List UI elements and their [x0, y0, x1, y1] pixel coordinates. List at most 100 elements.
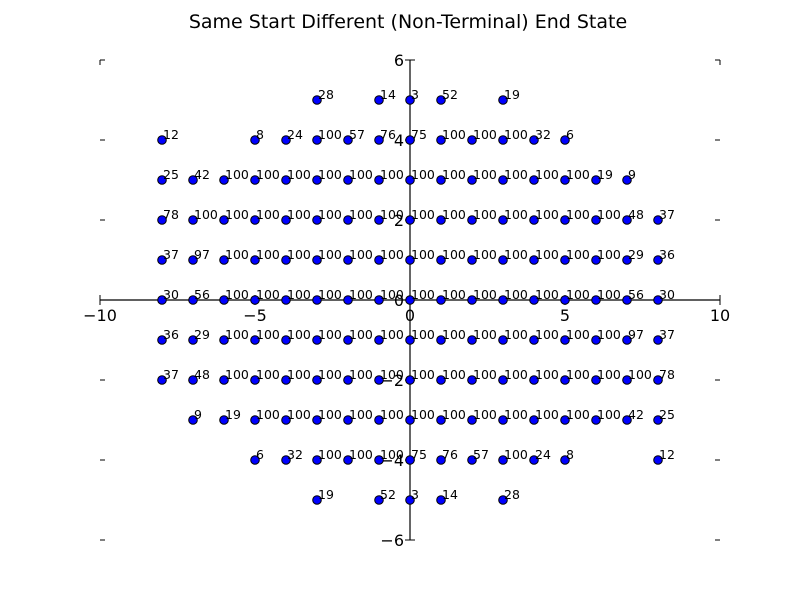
data-point-label: 100	[256, 167, 280, 182]
data-point	[281, 415, 291, 425]
data-point	[188, 175, 198, 185]
data-point-label: 100	[597, 407, 621, 422]
data-point-label: 100	[566, 167, 590, 182]
data-point	[653, 255, 663, 265]
data-point-label: 97	[628, 327, 644, 342]
data-point-label: 100	[349, 287, 373, 302]
data-point	[312, 175, 322, 185]
data-point	[157, 375, 167, 385]
data-point	[188, 295, 198, 305]
data-point	[498, 415, 508, 425]
data-point	[405, 455, 415, 465]
data-point	[281, 295, 291, 305]
data-point-label: 100	[504, 247, 528, 262]
data-point-label: 3	[411, 87, 419, 102]
data-point-label: 19	[318, 487, 334, 502]
data-point	[653, 375, 663, 385]
data-point	[157, 255, 167, 265]
data-point-label: 100	[442, 127, 466, 142]
data-point-label: 100	[535, 247, 559, 262]
data-point	[560, 375, 570, 385]
data-point	[436, 215, 446, 225]
data-point	[529, 375, 539, 385]
data-point-label: 100	[566, 287, 590, 302]
data-point-label: 100	[380, 207, 404, 222]
data-point-label: 100	[380, 327, 404, 342]
data-point-label: 100	[442, 207, 466, 222]
data-point	[374, 415, 384, 425]
data-point-label: 29	[628, 247, 644, 262]
data-point-label: 19	[504, 87, 520, 102]
data-point-label: 57	[473, 447, 489, 462]
data-point	[157, 135, 167, 145]
data-point	[312, 255, 322, 265]
data-point	[560, 175, 570, 185]
data-point-label: 48	[194, 367, 210, 382]
data-point-label: 52	[442, 87, 458, 102]
data-point-label: 100	[318, 207, 342, 222]
data-point	[467, 415, 477, 425]
data-point-label: 100	[256, 287, 280, 302]
data-point-label: 100	[287, 407, 311, 422]
data-point	[436, 415, 446, 425]
data-point-label: 100	[442, 247, 466, 262]
data-point-label: 100	[411, 327, 435, 342]
data-point	[591, 255, 601, 265]
data-point	[622, 375, 632, 385]
data-point	[467, 135, 477, 145]
data-point	[498, 175, 508, 185]
y-tick-label-3: 0	[394, 291, 404, 310]
data-point	[374, 95, 384, 105]
data-point-label: 100	[318, 287, 342, 302]
data-point-label: 8	[256, 127, 264, 142]
data-point-label: 100	[442, 367, 466, 382]
data-point	[405, 215, 415, 225]
data-point-label: 100	[566, 327, 590, 342]
data-point-label: 37	[659, 327, 675, 342]
data-point	[622, 295, 632, 305]
data-point	[436, 95, 446, 105]
data-point-label: 100	[256, 367, 280, 382]
data-point-label: 100	[380, 287, 404, 302]
data-point	[405, 375, 415, 385]
data-point	[250, 295, 260, 305]
data-point	[343, 295, 353, 305]
data-point	[219, 175, 229, 185]
data-point	[219, 375, 229, 385]
y-tick-label-6: 6	[394, 51, 404, 70]
data-point	[312, 295, 322, 305]
data-point	[405, 295, 415, 305]
data-point-label: 3	[411, 487, 419, 502]
y-tick-label-2: −2	[380, 371, 404, 390]
data-point-label: 100	[535, 167, 559, 182]
data-point	[529, 215, 539, 225]
data-point-label: 100	[411, 247, 435, 262]
data-point	[157, 215, 167, 225]
data-point	[498, 95, 508, 105]
data-point-label: 100	[256, 207, 280, 222]
data-point-label: 100	[504, 127, 528, 142]
data-point	[653, 295, 663, 305]
data-point-label: 28	[504, 487, 520, 502]
data-point	[250, 455, 260, 465]
data-point-label: 24	[535, 447, 551, 462]
data-point	[498, 335, 508, 345]
data-point	[281, 375, 291, 385]
y-tick-label-4: 2	[394, 211, 404, 230]
data-point	[312, 215, 322, 225]
data-point	[560, 135, 570, 145]
x-tick-label-4: 10	[710, 306, 730, 325]
data-point	[188, 215, 198, 225]
data-point-label: 100	[411, 287, 435, 302]
data-point-label: 100	[380, 247, 404, 262]
data-point	[250, 375, 260, 385]
data-point	[653, 455, 663, 465]
data-point	[343, 455, 353, 465]
y-tick-label-5: 4	[394, 131, 404, 150]
data-point-label: 100	[504, 327, 528, 342]
data-point-label: 100	[287, 367, 311, 382]
data-point-label: 100	[225, 167, 249, 182]
data-point	[653, 335, 663, 345]
data-point-label: 100	[597, 367, 621, 382]
data-point	[343, 375, 353, 385]
